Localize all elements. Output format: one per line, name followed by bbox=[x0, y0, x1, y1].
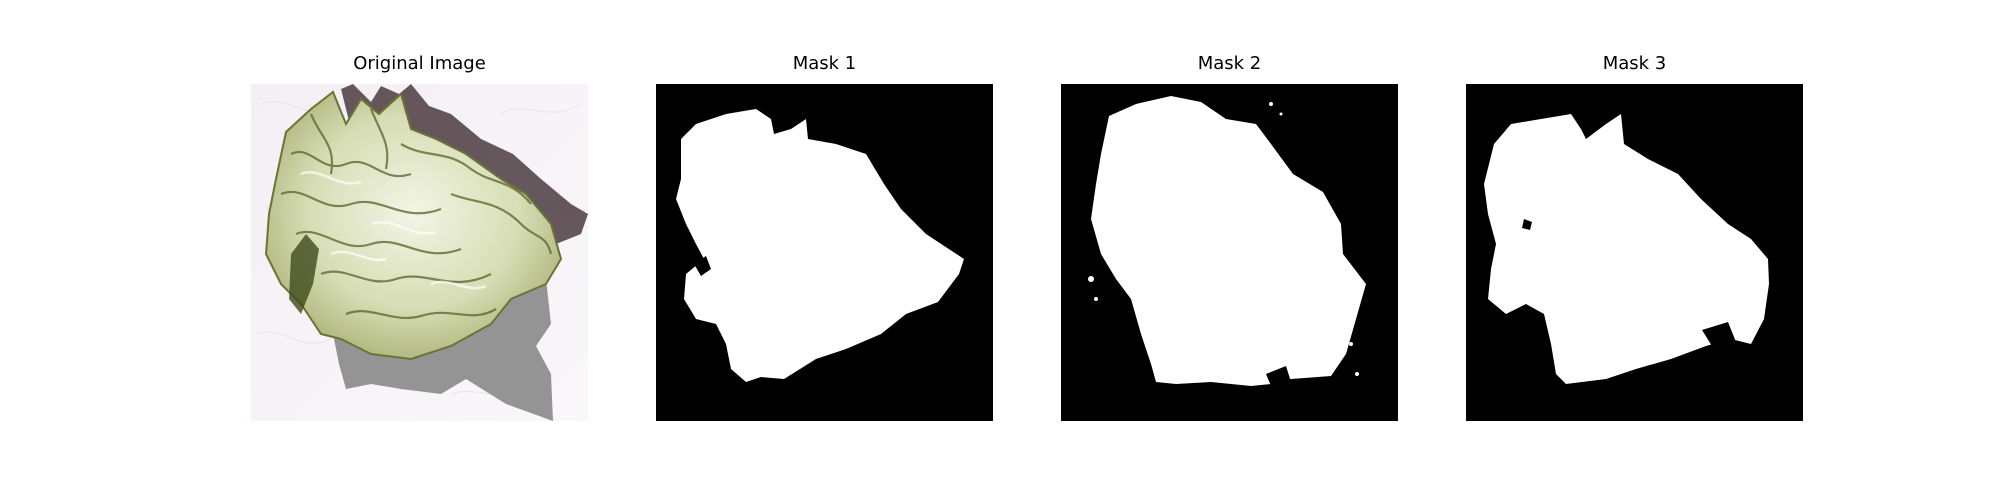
leaf-stem bbox=[289, 234, 319, 314]
mask-2-specks bbox=[1088, 102, 1359, 376]
mask-2-notch bbox=[1266, 366, 1291, 386]
panel-mask-2: Mask 2 bbox=[1061, 52, 1398, 444]
mask-1-hole bbox=[694, 256, 711, 276]
panel-mask-1: Mask 1 bbox=[656, 52, 993, 444]
mask-1-image bbox=[656, 84, 993, 421]
panel-title-mask-2: Mask 2 bbox=[1197, 53, 1262, 74]
mask-2-foreground bbox=[1091, 96, 1366, 386]
mask-2-hole-left bbox=[1089, 269, 1111, 294]
leaf-wrinkles bbox=[280, 108, 553, 320]
leaf-highlights bbox=[300, 171, 487, 290]
mask-1-foreground bbox=[676, 109, 964, 382]
mask-3-image bbox=[1466, 84, 1803, 421]
panel-title-mask-1: Mask 1 bbox=[792, 53, 857, 74]
panel-original-image: Original Image bbox=[251, 52, 588, 444]
mask-3-hole bbox=[1522, 219, 1532, 230]
panel-title-mask-3: Mask 3 bbox=[1602, 53, 1667, 74]
panel-title-original-image: Original Image bbox=[353, 53, 486, 74]
mask-3-foreground bbox=[1484, 114, 1769, 384]
mask-1-speck bbox=[715, 313, 721, 319]
panel-mask-3: Mask 3 bbox=[1466, 52, 1803, 444]
mask-2-image bbox=[1061, 84, 1398, 421]
original-image bbox=[251, 84, 588, 421]
mask-3-notch bbox=[1702, 322, 1736, 346]
